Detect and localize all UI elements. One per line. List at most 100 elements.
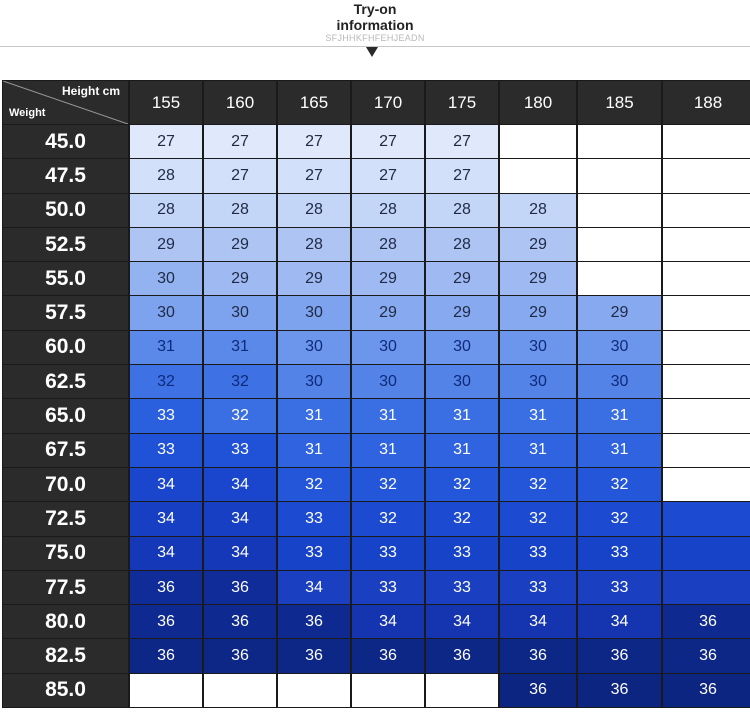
size-cell: 29 — [352, 296, 424, 330]
size-cell: 32 — [352, 467, 424, 502]
size-cell: 31 — [578, 433, 661, 467]
weight-row-label: 45.0 — [3, 125, 128, 159]
size-cell: 29 — [500, 296, 576, 330]
size-cell: 28 — [130, 159, 202, 193]
title-line-1: Try-on — [353, 1, 397, 17]
size-cell: 30 — [278, 296, 350, 330]
size-cell: 27 — [426, 125, 498, 159]
size-cell: 27 — [426, 159, 498, 193]
size-cell: 34 — [130, 502, 202, 536]
size-cell: 31 — [130, 330, 202, 365]
size-cell: 29 — [352, 262, 424, 296]
size-cell: 33 — [278, 536, 350, 570]
size-cell: 30 — [500, 330, 576, 365]
size-cell: 30 — [578, 330, 661, 365]
size-cell: 31 — [578, 399, 661, 433]
size-cell: 36 — [352, 639, 424, 673]
size-cell: 33 — [500, 536, 576, 570]
size-cell — [663, 365, 750, 399]
size-cell: 29 — [426, 296, 498, 330]
size-cell — [663, 125, 750, 159]
size-cell: 28 — [426, 193, 498, 227]
size-cell: 30 — [352, 365, 424, 399]
size-cell: 27 — [278, 159, 350, 193]
size-cell — [578, 227, 661, 262]
size-cell: 36 — [663, 673, 750, 708]
size-cell: 36 — [663, 605, 750, 639]
size-cell: 32 — [578, 502, 661, 536]
size-cell: 28 — [426, 227, 498, 262]
height-header-cell: 180 — [500, 81, 576, 124]
size-cell: 33 — [426, 536, 498, 570]
size-cell: 30 — [278, 330, 350, 365]
size-cell: 36 — [204, 605, 276, 639]
size-cell — [278, 673, 350, 708]
height-header-cell: 160 — [204, 81, 276, 124]
size-cell: 33 — [204, 433, 276, 467]
height-axis-label: Height cm — [61, 84, 120, 98]
size-cell: 36 — [278, 639, 350, 673]
size-cell: 30 — [500, 365, 576, 399]
size-cell: 29 — [500, 262, 576, 296]
size-cell: 27 — [204, 125, 276, 159]
size-cell — [663, 570, 750, 605]
corner-header-cell: Height cm Weight — [3, 81, 128, 124]
size-cell: 34 — [352, 605, 424, 639]
weight-row-label: 62.5 — [3, 365, 128, 399]
size-cell: 29 — [578, 296, 661, 330]
diagonal-line — [3, 81, 128, 124]
size-cell: 33 — [130, 433, 202, 467]
header: Try-on information SFJHHKFHFEHJEADN — [0, 0, 750, 80]
size-cell: 32 — [130, 365, 202, 399]
size-cell — [663, 502, 750, 536]
weight-row-label: 57.5 — [3, 296, 128, 330]
size-cell: 31 — [426, 433, 498, 467]
size-cell: 27 — [130, 125, 202, 159]
size-cell: 30 — [352, 330, 424, 365]
weight-row-label: 72.5 — [3, 502, 128, 536]
size-cell: 34 — [204, 502, 276, 536]
size-cell — [663, 399, 750, 433]
size-cell: 36 — [578, 639, 661, 673]
size-cell — [663, 159, 750, 193]
size-cell: 34 — [500, 605, 576, 639]
size-cell: 29 — [204, 262, 276, 296]
size-cell: 29 — [426, 262, 498, 296]
size-cell: 36 — [578, 673, 661, 708]
size-cell: 33 — [578, 570, 661, 605]
size-cell: 28 — [130, 193, 202, 227]
size-cell: 30 — [130, 296, 202, 330]
size-cell — [204, 673, 276, 708]
height-header-cell: 185 — [578, 81, 661, 124]
size-cell — [500, 125, 576, 159]
weight-row-label: 67.5 — [3, 433, 128, 467]
size-cell: 27 — [278, 125, 350, 159]
size-cell: 36 — [130, 605, 202, 639]
size-cell: 27 — [204, 159, 276, 193]
weight-row-label: 60.0 — [3, 330, 128, 365]
size-cell: 33 — [278, 502, 350, 536]
weight-row-label: 65.0 — [3, 399, 128, 433]
size-cell: 32 — [426, 467, 498, 502]
size-cell — [663, 433, 750, 467]
size-cell: 29 — [130, 227, 202, 262]
size-cell — [663, 296, 750, 330]
down-arrow-icon — [366, 47, 378, 57]
size-cell: 36 — [663, 639, 750, 673]
size-cell: 28 — [278, 193, 350, 227]
size-cell: 36 — [204, 639, 276, 673]
weight-row-label: 70.0 — [3, 467, 128, 502]
size-cell — [663, 536, 750, 570]
size-cell: 27 — [352, 125, 424, 159]
size-cell — [426, 673, 498, 708]
size-cell: 33 — [352, 536, 424, 570]
size-cell: 33 — [426, 570, 498, 605]
weight-row-label: 77.5 — [3, 570, 128, 605]
size-cell: 30 — [426, 365, 498, 399]
size-cell: 34 — [278, 570, 350, 605]
size-cell: 33 — [500, 570, 576, 605]
weight-row-label: 50.0 — [3, 193, 128, 227]
size-cell: 36 — [130, 639, 202, 673]
size-cell: 28 — [278, 227, 350, 262]
size-cell: 27 — [352, 159, 424, 193]
